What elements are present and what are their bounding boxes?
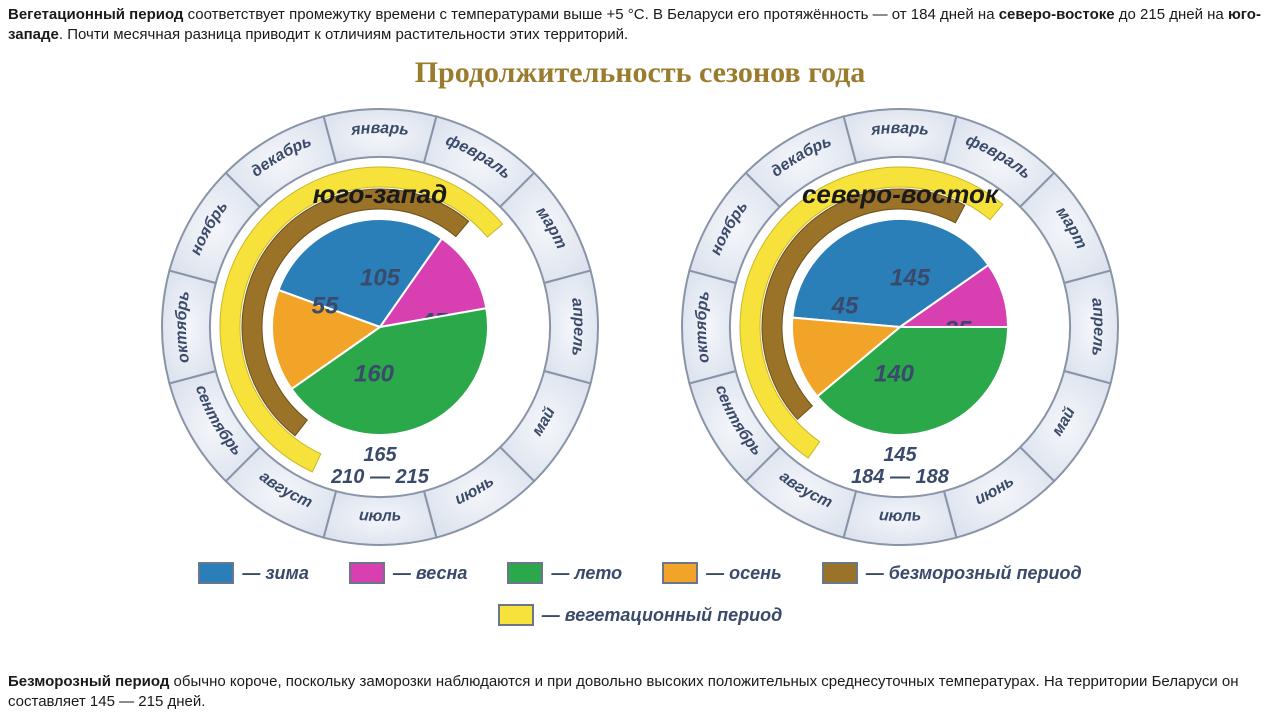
- legend-item: — весна: [349, 561, 468, 585]
- legend-item: — осень: [662, 561, 782, 585]
- svg-text:105: 105: [360, 264, 401, 291]
- legend-swatch: [349, 562, 385, 584]
- legend-label: — весна: [393, 561, 468, 585]
- svg-text:июль: июль: [878, 507, 922, 525]
- legend-swatch: [507, 562, 543, 584]
- legend-label: — зима: [242, 561, 309, 585]
- legend-item: — зима: [198, 561, 309, 585]
- intro-paragraph: Вегетационный период соответствует проме…: [0, 0, 1280, 51]
- legend-item: — безморозный период: [822, 561, 1082, 585]
- legend-label: — осень: [706, 561, 782, 585]
- svg-text:140: 140: [874, 360, 915, 387]
- legend-item: — вегетационный период: [498, 603, 782, 627]
- legend-label: — вегетационный период: [542, 603, 782, 627]
- legend-swatch: [822, 562, 858, 584]
- svg-text:северо-восток: северо-восток: [802, 179, 1000, 209]
- svg-text:145: 145: [890, 264, 931, 291]
- legend: — зима — весна — лето — осень — безмороз…: [190, 561, 1090, 628]
- legend-label: — безморозный период: [866, 561, 1082, 585]
- svg-text:165: 165: [363, 444, 397, 466]
- outro-paragraph: Безморозный период обычно короче, поскол…: [0, 668, 1280, 713]
- charts-row: январьфевральмартапрельмайиюньиюльавгуст…: [0, 97, 1280, 557]
- chart-title: Продолжительность сезонов года: [0, 53, 1280, 94]
- legend-item: — лето: [507, 561, 622, 585]
- svg-text:184 — 188: 184 — 188: [851, 466, 950, 488]
- legend-swatch: [662, 562, 698, 584]
- svg-text:210 — 215: 210 — 215: [330, 466, 430, 488]
- svg-text:55: 55: [312, 292, 339, 319]
- legend-swatch: [498, 604, 534, 626]
- wheel-southwest: январьфевральмартапрельмайиюньиюльавгуст…: [150, 97, 610, 557]
- svg-text:январь: январь: [349, 120, 410, 139]
- wheel-northeast: январьфевральмартапрельмайиюньиюльавгуст…: [670, 97, 1130, 557]
- legend-label: — лето: [551, 561, 622, 585]
- svg-text:145: 145: [883, 444, 917, 466]
- svg-text:45: 45: [831, 292, 859, 319]
- svg-text:160: 160: [354, 360, 395, 387]
- svg-text:июль: июль: [358, 507, 402, 525]
- legend-swatch: [198, 562, 234, 584]
- svg-text:январь: январь: [869, 120, 930, 139]
- svg-text:юго-запад: юго-запад: [313, 179, 447, 209]
